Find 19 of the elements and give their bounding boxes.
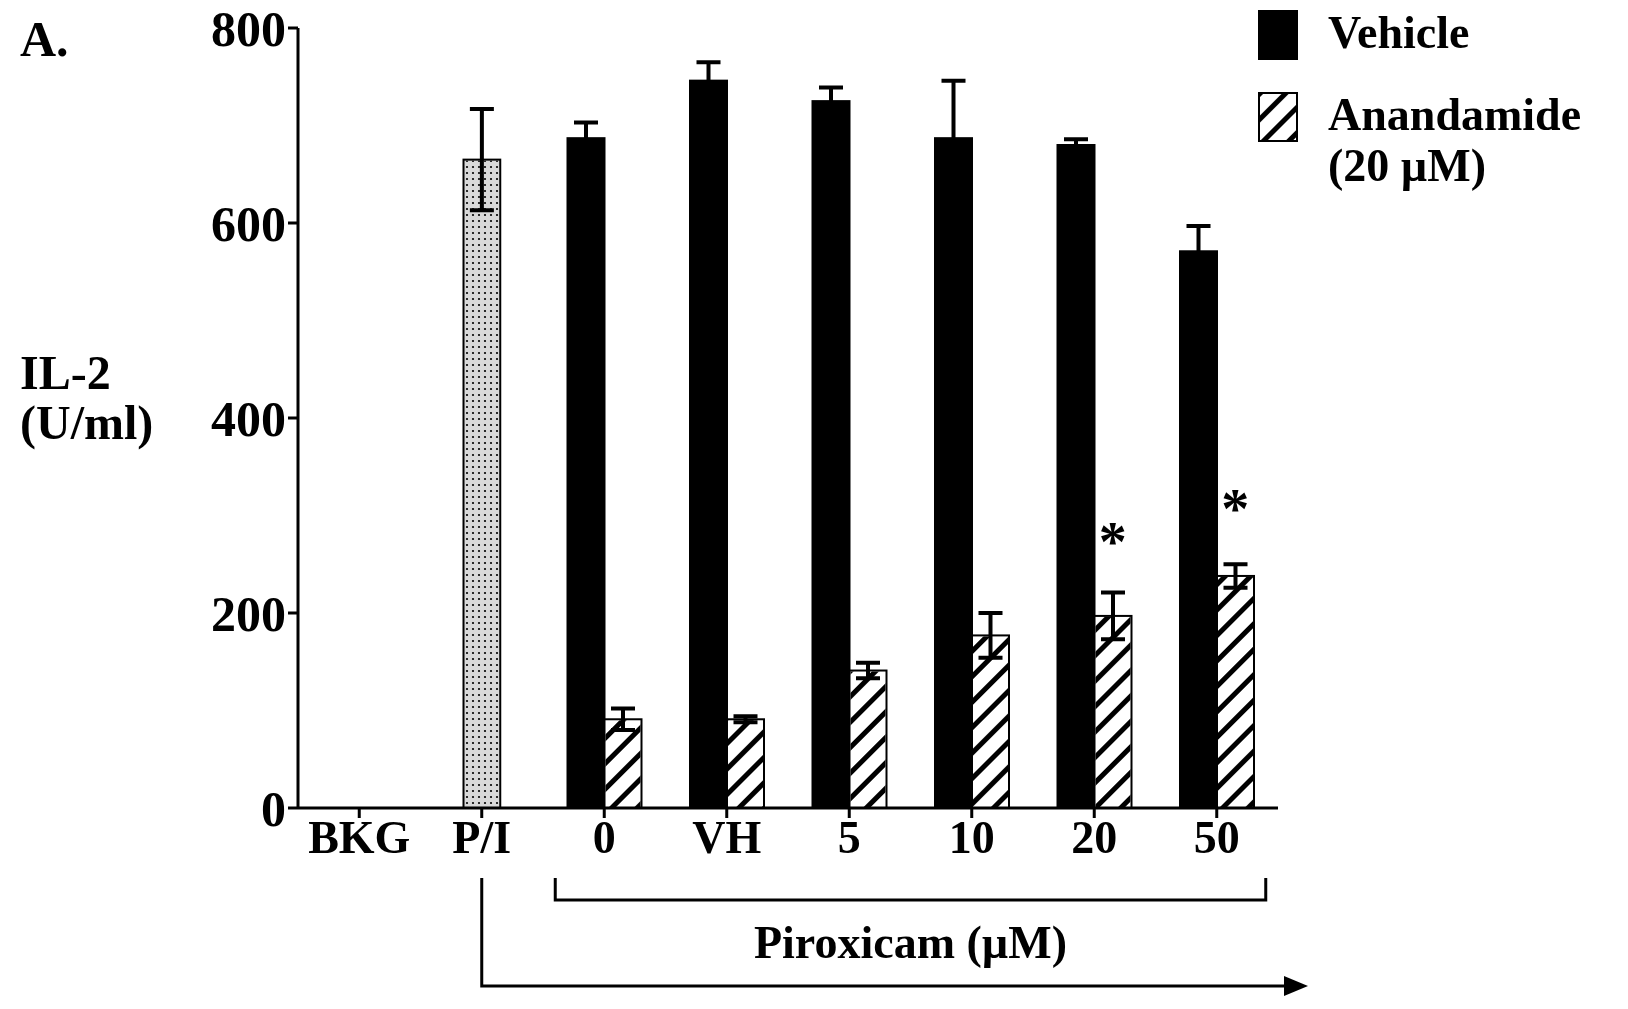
legend-label: Vehicle — [1328, 7, 1470, 59]
annotation: * — [1098, 511, 1127, 574]
x-tick-label: P/I — [452, 811, 512, 863]
y-tick-label: 600 — [211, 195, 286, 252]
x-tick-label: 0 — [592, 811, 616, 863]
x-tick-label: 10 — [948, 811, 995, 863]
x-tick-label: 20 — [1071, 811, 1118, 863]
y-tick-label: 800 — [211, 0, 286, 57]
x-tick-label: BKG — [308, 811, 411, 863]
y-tick-label: 400 — [211, 390, 286, 447]
y-tick-label: 200 — [211, 585, 286, 642]
x-tick-label: 5 — [837, 811, 861, 863]
x-tick-label: 50 — [1193, 811, 1240, 863]
x-tick-label: VH — [692, 811, 762, 863]
text: A. — [20, 11, 69, 67]
y-axis-title: IL-2 (U/ml) — [20, 346, 154, 450]
legend-label: Anandamide (20 µM) — [1328, 89, 1583, 192]
x-axis-title: Piroxicam (µM) — [753, 917, 1068, 968]
annotation: * — [1221, 477, 1250, 540]
